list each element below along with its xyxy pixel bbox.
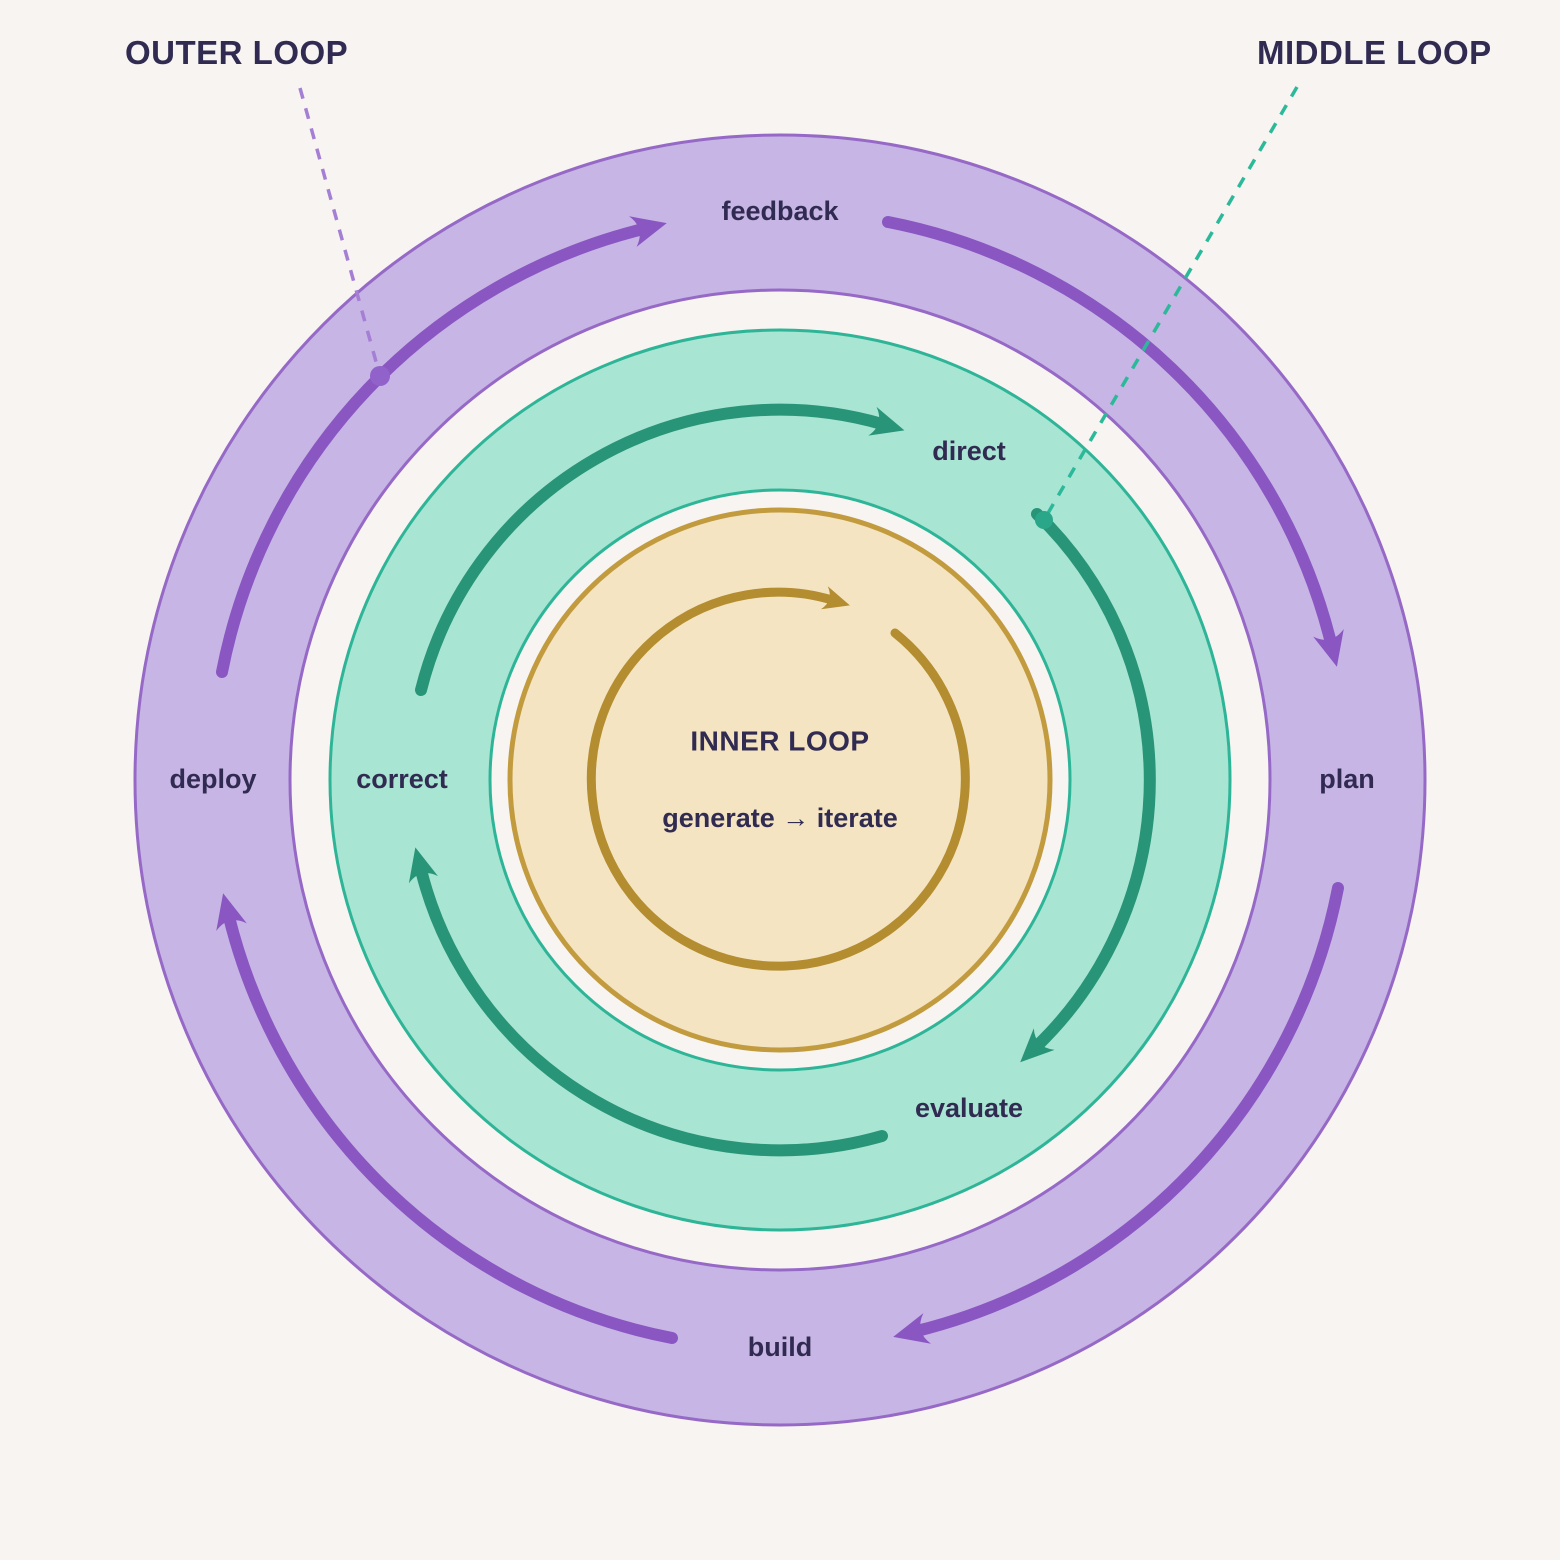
middle-flow-arc-right [1020,508,1156,1063]
outer-ring-border-outer [133,133,1427,1427]
inner-circle: INNER LOOP generate → iterate [507,507,1053,1053]
inner-circle-border [507,507,1053,1053]
outer-loop-leader-dot [370,366,390,386]
middle-ring-label-evaluate: evaluate [915,1093,1023,1123]
middle-ring: direct evaluate correct [328,328,1232,1232]
middle-flow-arc-top [415,403,905,696]
middle-ring-border-inner [488,488,1072,1072]
middle-loop-callout: MIDDLE LOOP [1035,34,1492,529]
inner-circle-subtitle: generate → iterate [662,803,898,833]
outer-ring-label-build: build [748,1332,812,1362]
outer-ring-border-inner [288,288,1272,1272]
outer-flow-arc-bottom-right [893,882,1344,1344]
middle-loop-callout-text: MIDDLE LOOP [1257,34,1492,71]
outer-ring-label-deploy: deploy [169,764,256,794]
middle-ring-label-direct: direct [932,436,1006,466]
inner-flow-arc [586,586,970,971]
outer-flow-arc-top-right [882,216,1344,667]
outer-loop-leader-line [298,87,382,377]
middle-ring-border-outer [328,328,1232,1232]
outer-ring-band [135,135,1425,1425]
outer-ring-label-feedback: feedback [721,196,839,226]
outer-loop-callout-text: OUTER LOOP [125,34,348,71]
outer-loop-callout: OUTER LOOP [125,34,390,386]
middle-loop-leader-dot [1035,511,1053,529]
outer-ring-label-plan: plan [1319,764,1375,794]
outer-flow-arc-bottom-left [216,893,678,1344]
inner-circle-title: INNER LOOP [690,726,869,757]
middle-ring-label-correct: correct [356,764,448,794]
outer-flow-arc-top-left [216,216,667,678]
middle-flow-arc-left [408,847,888,1157]
outer-ring: feedback plan build deploy [133,133,1427,1427]
